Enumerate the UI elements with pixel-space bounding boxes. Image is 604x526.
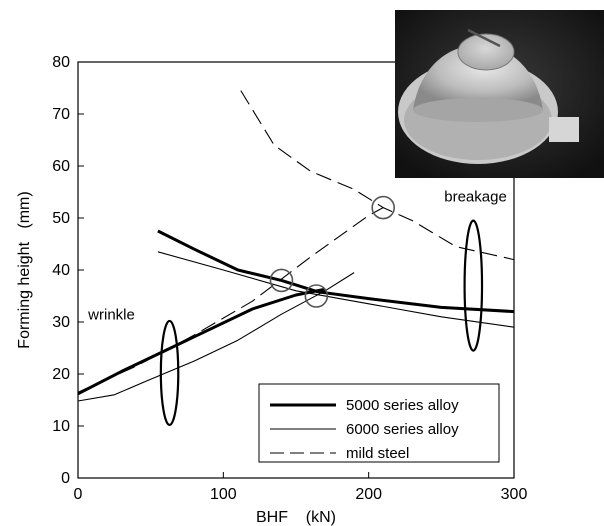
- annotation-breakage: breakage: [444, 188, 507, 205]
- legend: 5000 series alloy 6000 series alloy mild…: [259, 384, 499, 462]
- y-tick-label: 10: [52, 418, 70, 435]
- y-tick-label: 60: [52, 158, 70, 175]
- x-tick-label: 100: [210, 486, 237, 503]
- y-tick-label: 20: [52, 366, 70, 383]
- y-tick-label: 80: [52, 54, 70, 71]
- series-5000-series-alloy-line-1: [158, 231, 514, 312]
- annotation-wrinkle: wrinkle: [87, 306, 135, 323]
- legend-label-6000: 6000 series alloy: [346, 421, 459, 438]
- x-tick-label: 0: [74, 486, 83, 503]
- y-axis-title: Forming height (mm): [16, 191, 33, 348]
- legend-label-5000: 5000 series alloy: [346, 397, 459, 414]
- series-mild-steel-line-0: [78, 208, 383, 393]
- series-5000-series-alloy-line-0: [78, 289, 325, 394]
- y-tick-label: 70: [52, 106, 70, 123]
- inset-photo: [395, 10, 604, 178]
- inset-photo-tab: [549, 117, 579, 142]
- y-axis-ticks: 0 10 20 30 40 50 60 70 80: [52, 54, 84, 487]
- x-axis-ticks: 0 100 200 300: [74, 472, 528, 503]
- series-6000-series-alloy-line-1: [158, 252, 514, 327]
- y-tick-label: 50: [52, 210, 70, 227]
- x-axis-title: BHF (kN): [256, 509, 336, 526]
- x-tick-label: 200: [355, 486, 382, 503]
- marker-layer: [270, 197, 394, 307]
- y-tick-label: 40: [52, 262, 70, 279]
- region-ellipse: [465, 221, 482, 351]
- x-tick-label: 300: [501, 486, 528, 503]
- y-tick-label: 0: [61, 470, 70, 487]
- region-ellipse: [161, 321, 178, 425]
- legend-label-mild-steel: mild steel: [346, 445, 409, 462]
- inset-photo-dome-rim: [413, 98, 543, 122]
- y-tick-label: 30: [52, 314, 70, 331]
